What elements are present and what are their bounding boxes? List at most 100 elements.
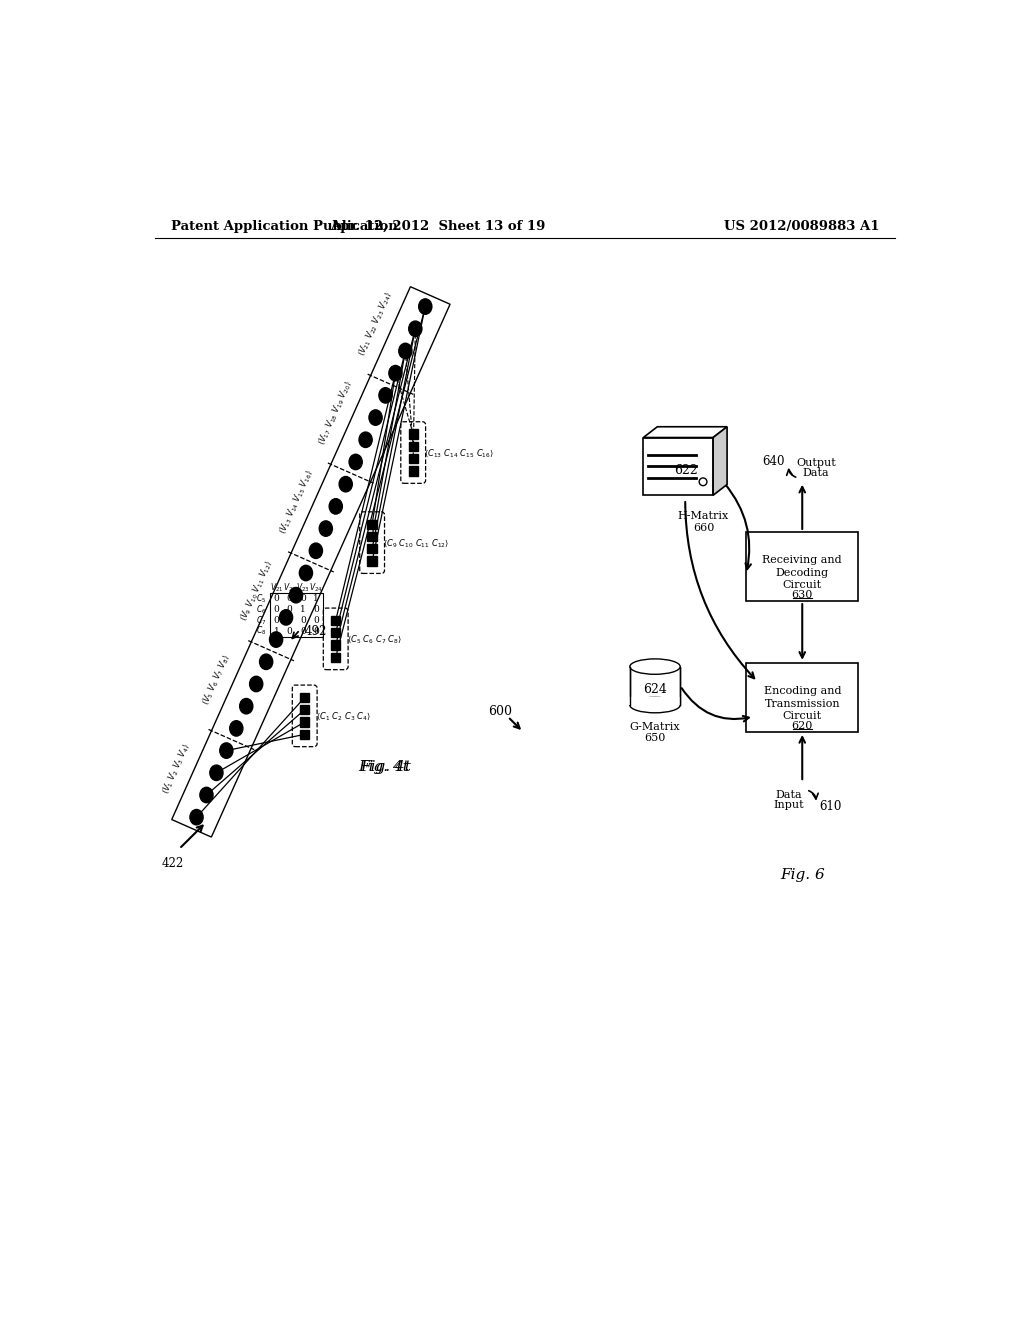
Ellipse shape <box>339 477 352 492</box>
Ellipse shape <box>409 321 422 337</box>
Text: 640: 640 <box>763 455 785 469</box>
Text: G-Matrix: G-Matrix <box>630 722 680 731</box>
Text: 630: 630 <box>792 590 813 601</box>
Text: 422: 422 <box>162 857 184 870</box>
Bar <box>409 442 418 451</box>
Ellipse shape <box>210 766 223 780</box>
Text: 0: 0 <box>273 605 280 614</box>
Text: $V_{21}$: $V_{21}$ <box>269 581 284 594</box>
Bar <box>331 653 340 663</box>
Text: 492: 492 <box>305 626 327 638</box>
Polygon shape <box>643 426 727 437</box>
Ellipse shape <box>630 659 680 675</box>
Text: 650: 650 <box>644 733 666 743</box>
Text: Data: Data <box>803 469 829 478</box>
Bar <box>630 667 680 705</box>
Bar <box>746 532 858 601</box>
Ellipse shape <box>419 298 432 314</box>
Text: Circuit: Circuit <box>782 579 822 590</box>
Text: Fig. 4t: Fig. 4t <box>359 760 411 774</box>
Text: $\langle V_9\ V_{10}\ V_{11}\ V_{12}\rangle$: $\langle V_9\ V_{10}\ V_{11}\ V_{12}\ran… <box>237 558 274 623</box>
Text: Decoding: Decoding <box>776 568 828 578</box>
Bar <box>643 437 713 495</box>
Bar <box>368 520 377 529</box>
Text: $\langle C_5\ C_6\ C_7\ C_8\rangle$: $\langle C_5\ C_6\ C_7\ C_8\rangle$ <box>346 632 401 645</box>
Text: 1: 1 <box>300 605 305 614</box>
Text: 0: 0 <box>273 616 280 624</box>
Ellipse shape <box>290 587 302 603</box>
Text: $\langle V_{17}\ V_{18}\ V_{19}\ V_{20}\rangle$: $\langle V_{17}\ V_{18}\ V_{19}\ V_{20}\… <box>315 379 355 447</box>
Bar <box>270 594 323 636</box>
Ellipse shape <box>349 454 362 470</box>
Ellipse shape <box>359 432 372 447</box>
Bar <box>368 544 377 553</box>
Text: 1: 1 <box>273 627 280 636</box>
Text: 0: 0 <box>300 627 305 636</box>
Bar <box>331 640 340 649</box>
Text: $\langle C_{13}\ C_{14}\ C_{15}\ C_{16}\rangle$: $\langle C_{13}\ C_{14}\ C_{15}\ C_{16}\… <box>424 446 495 458</box>
Text: 620: 620 <box>792 721 813 731</box>
Text: $\langle V_1\ V_2\ V_3\ V_4\rangle$: $\langle V_1\ V_2\ V_3\ V_4\rangle$ <box>160 741 193 796</box>
Bar <box>629 697 681 705</box>
Bar <box>746 663 858 733</box>
Bar <box>331 628 340 638</box>
Ellipse shape <box>398 343 412 359</box>
Text: 0: 0 <box>313 616 318 624</box>
Ellipse shape <box>379 388 392 403</box>
Bar <box>300 693 309 702</box>
Ellipse shape <box>630 697 680 713</box>
Text: Encoding and: Encoding and <box>764 686 841 696</box>
Text: $V_{24}$: $V_{24}$ <box>309 581 323 594</box>
Text: 0: 0 <box>287 594 293 603</box>
Text: 0: 0 <box>313 627 318 636</box>
Ellipse shape <box>229 721 243 737</box>
Text: Fig. 4t: Fig. 4t <box>358 760 410 774</box>
Text: 0: 0 <box>273 594 280 603</box>
Ellipse shape <box>250 676 263 692</box>
Ellipse shape <box>319 521 333 536</box>
Text: $V_{22}$: $V_{22}$ <box>283 581 296 594</box>
Text: Patent Application Publication: Patent Application Publication <box>171 219 397 232</box>
Text: Fig. 6: Fig. 6 <box>780 867 824 882</box>
Text: H-Matrix: H-Matrix <box>678 511 729 521</box>
Bar <box>368 532 377 541</box>
Ellipse shape <box>259 655 272 669</box>
Bar <box>409 466 418 475</box>
Text: 0: 0 <box>300 616 305 624</box>
Text: 1: 1 <box>313 594 318 603</box>
Text: Receiving and: Receiving and <box>763 556 842 565</box>
Text: $\langle V_5\ V_6\ V_7\ V_8\rangle$: $\langle V_5\ V_6\ V_7\ V_8\rangle$ <box>200 652 232 708</box>
Text: Transmission: Transmission <box>765 698 840 709</box>
Text: $V_{23}$: $V_{23}$ <box>296 581 309 594</box>
Text: Circuit: Circuit <box>782 711 822 721</box>
Text: Apr. 12, 2012  Sheet 13 of 19: Apr. 12, 2012 Sheet 13 of 19 <box>331 219 546 232</box>
Text: 0: 0 <box>287 627 293 636</box>
Circle shape <box>699 478 707 486</box>
Bar <box>300 730 309 739</box>
Text: $C_8$: $C_8$ <box>256 624 266 638</box>
Ellipse shape <box>240 698 253 714</box>
Bar <box>368 557 377 566</box>
Bar <box>300 705 309 714</box>
Text: Input: Input <box>773 800 804 809</box>
Text: $C_6$: $C_6$ <box>256 603 266 616</box>
Text: 0: 0 <box>287 605 293 614</box>
Polygon shape <box>172 286 451 837</box>
Text: $C_5$: $C_5$ <box>256 593 266 605</box>
Ellipse shape <box>299 565 312 581</box>
Text: $\langle C_9\ C_{10}\ C_{11}\ C_{12}\rangle$: $\langle C_9\ C_{10}\ C_{11}\ C_{12}\ran… <box>383 537 450 549</box>
Text: $C_7$: $C_7$ <box>256 614 266 627</box>
Text: Output: Output <box>797 458 836 469</box>
Bar <box>331 615 340 626</box>
Ellipse shape <box>389 366 402 381</box>
Bar <box>300 718 309 726</box>
Ellipse shape <box>309 543 323 558</box>
Ellipse shape <box>280 610 293 626</box>
Text: Data: Data <box>775 789 802 800</box>
Bar <box>409 429 418 438</box>
Ellipse shape <box>220 743 232 758</box>
Ellipse shape <box>200 787 213 803</box>
Text: 624: 624 <box>643 684 667 696</box>
Bar <box>409 454 418 463</box>
Text: 610: 610 <box>819 800 842 813</box>
